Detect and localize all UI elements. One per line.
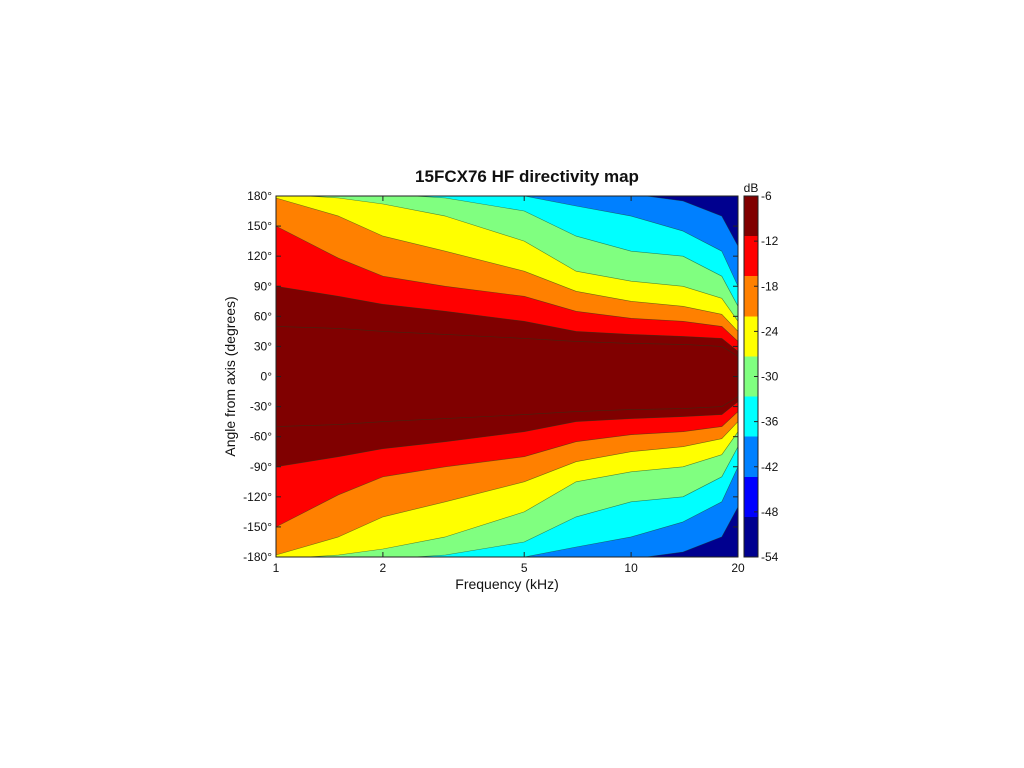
y-tick-label: -120° bbox=[243, 490, 272, 504]
y-axis-label: Angle from axis (degrees) bbox=[222, 296, 238, 456]
contour-bands bbox=[276, 196, 738, 557]
colorbar-tick-label: -42 bbox=[761, 460, 779, 474]
colorbar-tick-label: -18 bbox=[761, 279, 779, 293]
colorbar-tick-label: -48 bbox=[761, 505, 779, 519]
chart-title: 15FCX76 HF directivity map bbox=[415, 167, 639, 186]
colorbar-tick-label: -54 bbox=[761, 550, 779, 564]
y-tick-label: 60° bbox=[254, 309, 272, 323]
y-tick-label: 0° bbox=[261, 370, 273, 384]
x-tick-label: 5 bbox=[521, 561, 528, 575]
x-tick-label: 2 bbox=[380, 561, 387, 575]
y-tick-label: 150° bbox=[247, 219, 272, 233]
colorbar-tick-label: -12 bbox=[761, 234, 779, 248]
y-tick-label: -60° bbox=[250, 430, 272, 444]
y-tick-label: -180° bbox=[243, 550, 272, 564]
colorbar-tick-label: -36 bbox=[761, 415, 779, 429]
x-tick-label: 10 bbox=[624, 561, 638, 575]
x-tick-label: 1 bbox=[273, 561, 280, 575]
x-axis-label: Frequency (kHz) bbox=[455, 576, 558, 592]
colorbar-unit-label: dB bbox=[744, 181, 759, 195]
y-tick-label: 180° bbox=[247, 189, 272, 203]
colorbar-ticks: -6 -12 -18 -24 -30 -36 -42 -48 -54 bbox=[754, 189, 779, 564]
y-tick-label: 120° bbox=[247, 249, 272, 263]
colorbar-tick-label: -30 bbox=[761, 370, 779, 384]
y-tick-label: 30° bbox=[254, 339, 272, 353]
y-tick-label: -30° bbox=[250, 400, 272, 414]
y-axis: 180° 150° 120° 90° 60° 30° 0° -30° -60° -90° -120°… bbox=[243, 189, 738, 564]
plot-area bbox=[275, 195, 739, 558]
colorbar: dB -6 -12 -18 -24 -30 -36 -42 -48 -54 bbox=[743, 181, 779, 564]
y-tick-label: -150° bbox=[243, 520, 272, 534]
y-tick-label: 90° bbox=[254, 279, 272, 293]
contour-band bbox=[276, 326, 738, 427]
x-axis: 1 2 5 10 20 bbox=[273, 196, 745, 575]
x-tick-label: 20 bbox=[731, 561, 745, 575]
colorbar-tick-label: -24 bbox=[761, 324, 779, 338]
y-tick-label: -90° bbox=[250, 460, 272, 474]
colorbar-tick-label: -6 bbox=[761, 189, 772, 203]
